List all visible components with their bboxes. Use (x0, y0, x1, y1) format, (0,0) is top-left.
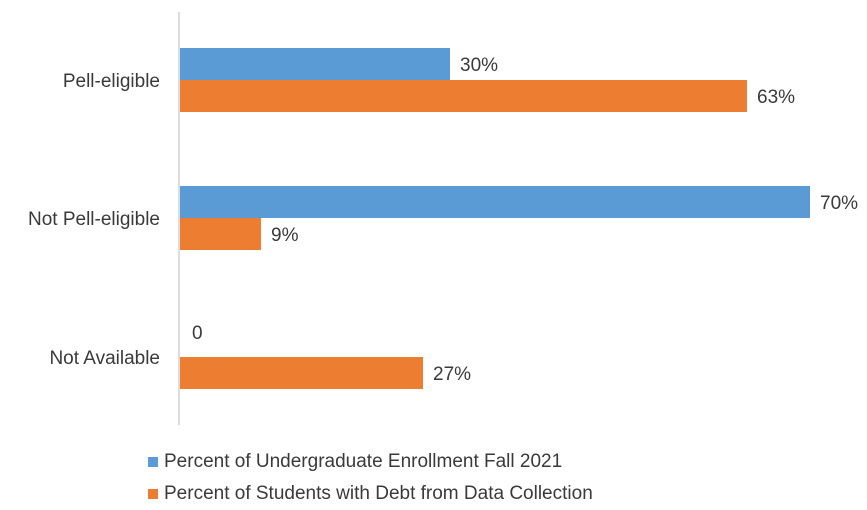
data-label: 0 (192, 323, 203, 344)
legend-label-enrollment: Percent of Undergraduate Enrollment Fall… (164, 451, 563, 472)
bar-debt (180, 218, 261, 250)
category-label: Pell-eligible (63, 71, 160, 92)
bar-debt (180, 80, 747, 112)
legend-label-debt: Percent of Students with Debt from Data … (164, 483, 593, 504)
data-label: 27% (433, 364, 471, 385)
data-label: 70% (820, 193, 858, 214)
data-label: 63% (757, 87, 795, 108)
category-label: Not Pell-eligible (28, 209, 160, 230)
legend-item-debt: Percent of Students with Debt from Data … (148, 478, 848, 510)
legend-swatch-debt (148, 489, 158, 499)
category-label: Not Available (49, 348, 160, 369)
chart-legend: Percent of Undergraduate Enrollment Fall… (148, 446, 848, 510)
bar-debt (180, 357, 423, 389)
data-label: 30% (460, 55, 498, 76)
bar-enrollment (180, 186, 810, 218)
data-label: 9% (271, 225, 299, 246)
legend-swatch-enrollment (148, 457, 158, 467)
legend-item-enrollment: Percent of Undergraduate Enrollment Fall… (148, 446, 848, 478)
bar-chart: Pell-eligible Not Pell-eligible Not Availa… (28, 12, 858, 425)
bar-enrollment (180, 48, 450, 80)
